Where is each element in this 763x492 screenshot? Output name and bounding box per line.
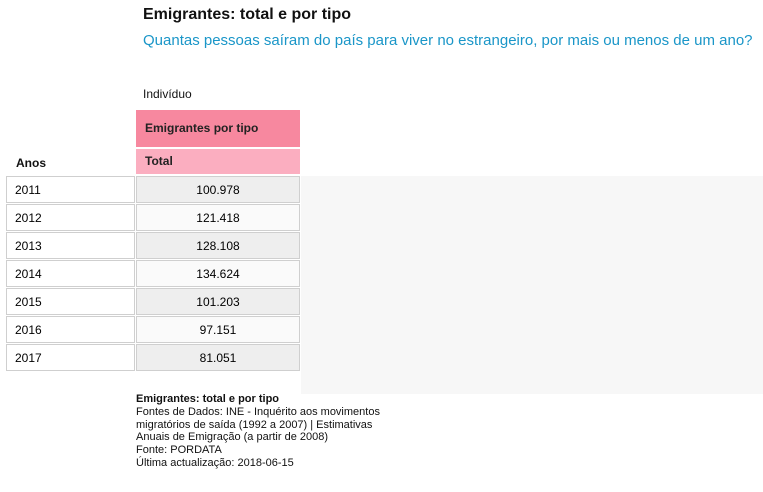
- table-background-band: [301, 176, 763, 394]
- footer-title: Emigrantes: total e por tipo: [136, 393, 280, 405]
- value-cell: 97.151: [136, 316, 300, 343]
- year-cell: 2011: [6, 176, 135, 203]
- footer-source: Fonte: PORDATA: [136, 444, 222, 457]
- value-cell: 101.203: [136, 288, 300, 315]
- table-row: 2011 100.978: [0, 176, 301, 203]
- table-row: 2012 121.418: [0, 204, 301, 231]
- table-row: 2016 97.151: [0, 316, 301, 343]
- year-cell: 2015: [6, 288, 135, 315]
- table-row: 2014 134.624: [0, 260, 301, 287]
- footer-updated: Última actualização: 2018-06-15: [136, 456, 294, 469]
- value-cell: 81.051: [136, 344, 300, 371]
- year-cell: 2013: [6, 232, 135, 259]
- column-header-total[interactable]: Total: [136, 149, 300, 174]
- footer-sources-line: Anuais de Emigração (a partir de 2008): [136, 431, 328, 444]
- year-cell: 2017: [6, 344, 135, 371]
- footer-sources-line: migratórios de saída (1992 a 2007) | Est…: [136, 418, 373, 431]
- year-cell: 2014: [6, 260, 135, 287]
- page-title: Emigrantes: total e por tipo: [143, 6, 352, 23]
- year-cell: 2012: [6, 204, 135, 231]
- table-row: 2015 101.203: [0, 288, 301, 315]
- group-header[interactable]: Emigrantes por tipo: [136, 110, 300, 147]
- value-cell: 134.624: [136, 260, 300, 287]
- value-cell: 121.418: [136, 204, 300, 231]
- value-cell: 100.978: [136, 176, 300, 203]
- value-cell: 128.108: [136, 232, 300, 259]
- table-row: 2017 81.051: [0, 344, 301, 371]
- footer-sources-line: Fontes de Dados: INE - Inquérito aos mov…: [136, 405, 380, 418]
- year-cell: 2016: [6, 316, 135, 343]
- source-footer: Emigrantes: total e por tipo Fontes de D…: [136, 393, 380, 470]
- unit-label: Indivíduo: [143, 87, 192, 101]
- row-header-anos: Anos: [16, 156, 46, 170]
- table-row: 2013 128.108: [0, 232, 301, 259]
- page-subtitle: Quantas pessoas saíram do país para vive…: [143, 32, 753, 49]
